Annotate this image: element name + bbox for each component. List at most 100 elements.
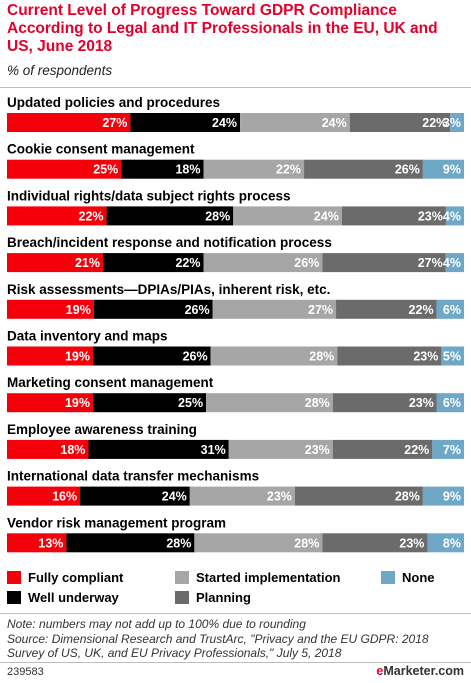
data-label-none-4: 6% <box>443 303 461 317</box>
category-label-individual-rights-data-subject-rights-process: Individual rights/data subject rights pr… <box>7 188 291 203</box>
note-text: Note: numbers may not add up to 100% due… <box>7 617 306 631</box>
data-label-well-underway-0: 24% <box>212 116 237 130</box>
bar-fully-compliant-1 <box>7 159 122 179</box>
bar-well-underway-1 <box>121 159 204 179</box>
data-label-planning-7: 22% <box>404 443 429 457</box>
bar-none-2 <box>445 206 464 226</box>
data-label-none-8: 9% <box>443 490 461 504</box>
category-label-risk-assessments-dpias-pias-inherent-risk-etc: Risk assessments—DPIAs/PIAs, inherent ri… <box>7 282 330 297</box>
bar-fully-compliant-7 <box>7 439 89 459</box>
bar-none-3 <box>445 253 464 273</box>
data-label-planning-2: 23% <box>418 209 443 223</box>
footer-divider <box>0 662 471 663</box>
chart-id: 239583 <box>7 666 44 678</box>
bar-well-underway-2 <box>106 206 234 226</box>
bar-planning-9 <box>322 533 428 553</box>
category-label-international-data-transfer-mechanisms: International data transfer mechanisms <box>7 469 259 484</box>
bar-well-underway-3 <box>102 253 204 273</box>
bar-planning-1 <box>304 159 423 179</box>
bar-started-implementation-0 <box>240 113 350 132</box>
data-label-none-6: 6% <box>443 396 461 410</box>
data-label-started-implementation-9: 28% <box>294 536 319 550</box>
bar-well-underway-8 <box>80 486 190 506</box>
bar-started-implementation-6 <box>206 393 333 413</box>
bar-fully-compliant-9 <box>7 533 67 553</box>
bar-none-8 <box>422 486 464 506</box>
bar-started-implementation-7 <box>228 439 333 459</box>
data-label-started-implementation-3: 26% <box>294 256 319 270</box>
bar-fully-compliant-6 <box>7 393 93 413</box>
legend-label-well-underway: Well underway <box>28 590 119 605</box>
data-label-none-1: 9% <box>443 163 461 177</box>
data-label-planning-3: 27% <box>418 256 443 270</box>
bar-none-1 <box>422 159 464 179</box>
data-label-well-underway-6: 25% <box>178 396 203 410</box>
bar-none-4 <box>436 299 464 319</box>
bar-started-implementation-9 <box>194 533 323 553</box>
bar-none-5 <box>441 346 464 366</box>
bar-fully-compliant-2 <box>7 206 107 226</box>
bar-well-underway-7 <box>88 439 229 459</box>
data-label-started-implementation-1: 22% <box>276 163 301 177</box>
data-label-started-implementation-0: 24% <box>322 116 347 130</box>
chart-subtitle: % of respondents <box>7 63 113 78</box>
emarketer-logo[interactable]: eMarketer.com <box>376 664 464 678</box>
data-label-fully-compliant-7: 18% <box>60 443 85 457</box>
data-label-none-7: 7% <box>443 443 461 457</box>
data-label-none-2: 4% <box>443 209 461 223</box>
legend-swatch-well-underway <box>7 591 21 604</box>
legend-fully-compliant: Fully compliant <box>7 570 123 585</box>
legend-label-planning: Planning <box>196 590 251 605</box>
category-label-cookie-consent-management: Cookie consent management <box>7 142 195 157</box>
bar-well-underway-0 <box>130 113 241 132</box>
data-label-well-underway-2: 28% <box>205 209 230 223</box>
bar-none-6 <box>436 393 464 413</box>
category-label-breach-incident-response-and-notification-process: Breach/incident response and notificatio… <box>7 235 332 250</box>
top-divider <box>0 87 471 88</box>
data-label-well-underway-4: 26% <box>185 303 210 317</box>
data-label-well-underway-3: 22% <box>175 256 200 270</box>
bar-fully-compliant-3 <box>7 253 103 273</box>
legend-label-fully-compliant: Fully compliant <box>28 570 124 585</box>
bar-planning-6 <box>332 393 437 413</box>
data-label-started-implementation-8: 23% <box>267 490 292 504</box>
category-label-marketing-consent-management: Marketing consent management <box>7 375 214 390</box>
legend-well-underway: Well underway <box>7 590 119 605</box>
bar-well-underway-9 <box>66 533 195 553</box>
bar-none-0 <box>450 113 464 132</box>
data-label-fully-compliant-8: 16% <box>52 490 77 504</box>
data-label-none-0: 3% <box>443 116 461 130</box>
legend-label-started-implementation: Started implementation <box>196 570 341 585</box>
data-label-planning-0: 22% <box>422 116 447 130</box>
bar-none-7 <box>432 439 464 459</box>
source-text: Source: Dimensional Research and TrustAr… <box>7 631 429 661</box>
data-label-started-implementation-5: 28% <box>309 350 334 364</box>
category-label-employee-awareness-training: Employee awareness training <box>7 422 197 437</box>
bar-none-9 <box>427 533 464 553</box>
data-label-well-underway-5: 26% <box>183 350 208 364</box>
data-label-fully-compliant-3: 21% <box>75 256 100 270</box>
data-label-fully-compliant-2: 22% <box>79 209 104 223</box>
bar-planning-0 <box>349 113 451 132</box>
data-label-planning-1: 26% <box>395 163 420 177</box>
legend-swatch-fully-compliant <box>7 571 21 584</box>
data-label-none-9: 8% <box>443 536 461 550</box>
data-label-started-implementation-2: 24% <box>314 209 339 223</box>
data-label-well-underway-1: 18% <box>175 163 200 177</box>
bar-planning-2 <box>341 206 446 226</box>
bar-fully-compliant-4 <box>7 299 94 319</box>
data-label-well-underway-9: 28% <box>166 536 191 550</box>
category-label-data-inventory-and-maps: Data inventory and maps <box>7 329 168 344</box>
footnote: Note: numbers may not add up to 100% due… <box>7 617 467 661</box>
data-label-started-implementation-7: 23% <box>305 443 330 457</box>
data-label-planning-8: 28% <box>395 490 420 504</box>
data-label-fully-compliant-6: 19% <box>65 396 90 410</box>
bar-started-implementation-3 <box>203 253 323 273</box>
category-label-vendor-risk-management-program: Vendor risk management program <box>7 515 226 530</box>
legend-swatch-started-implementation <box>175 571 189 584</box>
data-label-started-implementation-6: 28% <box>305 396 330 410</box>
bar-planning-8 <box>294 486 423 506</box>
data-label-planning-4: 22% <box>409 303 434 317</box>
bar-started-implementation-8 <box>189 486 295 506</box>
data-label-none-5: 5% <box>443 350 461 364</box>
